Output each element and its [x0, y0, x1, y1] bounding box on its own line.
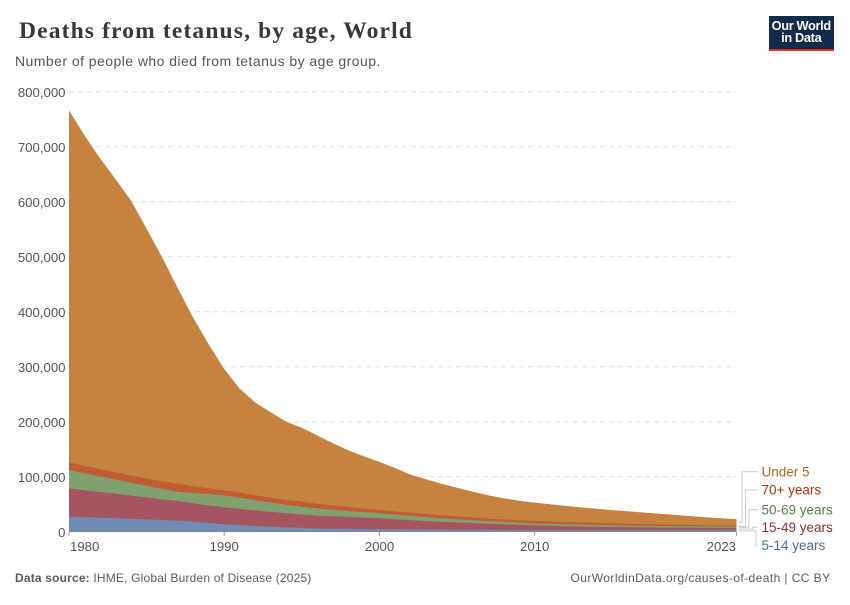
svg-text:100,000: 100,000: [18, 470, 66, 485]
svg-text:50-69 years: 50-69 years: [762, 502, 834, 517]
svg-text:2000: 2000: [365, 539, 394, 554]
svg-text:1990: 1990: [210, 539, 239, 554]
svg-text:500,000: 500,000: [18, 250, 66, 265]
svg-text:600,000: 600,000: [18, 195, 66, 210]
svg-text:2023: 2023: [707, 539, 736, 554]
svg-text:2010: 2010: [520, 539, 549, 554]
svg-text:800,000: 800,000: [18, 85, 66, 100]
svg-text:200,000: 200,000: [18, 415, 66, 430]
svg-text:Under 5: Under 5: [762, 464, 810, 479]
svg-text:300,000: 300,000: [18, 360, 66, 375]
svg-text:0: 0: [58, 525, 65, 540]
svg-text:400,000: 400,000: [18, 305, 66, 320]
svg-text:70+ years: 70+ years: [762, 483, 822, 498]
svg-text:5-14 years: 5-14 years: [762, 538, 826, 553]
svg-text:15-49 years: 15-49 years: [762, 520, 834, 535]
svg-text:1980: 1980: [70, 539, 99, 554]
svg-text:700,000: 700,000: [18, 140, 66, 155]
